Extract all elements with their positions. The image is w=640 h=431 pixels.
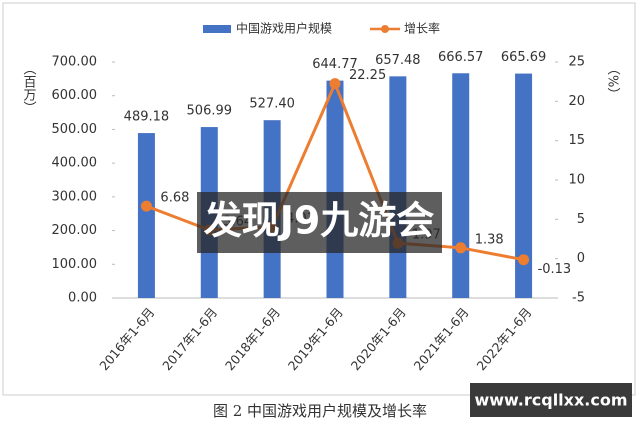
caption: 图 2 中国游戏用户规模及增长率 [213,402,427,420]
y-tick-label: 200.00 [52,223,98,238]
y2-tick-label: 5 [577,212,585,227]
x-tick-label: 2017年1-6月 [159,305,220,374]
x-tick-label: 2020年1-6月 [348,305,409,374]
x-tick-label: 2018年1-6月 [222,305,283,374]
bar [452,73,470,298]
y2-tick-label: 0 [577,251,585,266]
bar [515,73,533,298]
data-label: 1.38 [475,232,504,247]
y2-tick-label: 25 [568,55,585,70]
data-label: 527.40 [249,97,295,112]
y2-tick-label: 20 [568,94,585,109]
axis-title: （%） [605,62,621,100]
x-tick-label: 2016年1-6月 [96,305,157,374]
y2-tick-label: 10 [568,173,585,188]
data-label: 665.69 [501,50,547,65]
y2-tick-label: 15 [568,133,585,148]
y-tick-label: 300.00 [52,189,98,204]
data-label: 644.77 [312,57,358,72]
line-marker [455,242,467,254]
y-tick-label: 700.00 [52,55,98,70]
bar [137,133,155,298]
legend-swatch [203,25,231,33]
watermark-bg [197,192,442,253]
data-label: 506.99 [187,104,233,119]
data-label: 22.25 [349,68,386,83]
line-marker [140,200,152,212]
x-tick-label: 2022年1-6月 [473,305,534,374]
y-tick-label: 500.00 [52,122,98,137]
y-tick-label: 100.00 [52,257,98,272]
data-label: 489.18 [124,110,170,125]
y-tick-label: 0.00 [68,291,97,306]
bar [326,80,344,299]
watermark: 发现J9九游会 [204,199,435,243]
watermark: www.rcqllxx.com [474,391,627,410]
legend-label: 增长率 [404,21,440,36]
data-label: 666.57 [438,50,484,65]
line-marker [329,78,341,90]
x-tick-label: 2019年1-6月 [285,305,346,374]
y-tick-label: 600.00 [52,88,98,103]
legend-swatch [381,25,389,33]
y-tick-label: 400.00 [52,156,98,171]
data-label: 657.48 [375,53,421,68]
chart-frame [2,2,636,396]
data-label: -0.13 [538,262,572,277]
bar [389,76,407,298]
axis-title: （百万） [21,62,37,114]
watermark-bg [470,383,632,417]
legend-label: 中国游戏用户规模 [236,21,332,36]
y2-tick-label: -5 [572,291,585,306]
data-label: 6.68 [160,191,189,206]
x-tick-label: 2021年1-6月 [411,305,472,374]
line-marker [518,254,530,266]
